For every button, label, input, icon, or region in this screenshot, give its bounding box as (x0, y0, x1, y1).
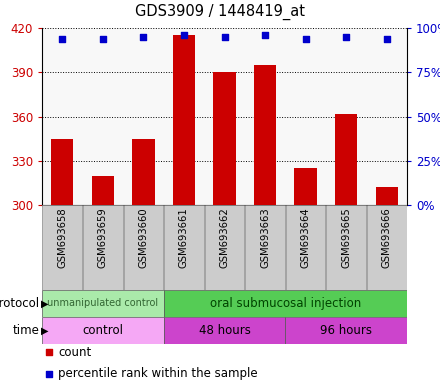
Text: unmanipulated control: unmanipulated control (47, 298, 158, 308)
Bar (326, 205, 366, 290)
Bar (92, 175, 114, 205)
Bar (164, 205, 204, 290)
Point (140, 34, 147, 40)
Bar (367, 205, 407, 290)
Point (383, 36, 390, 42)
Point (221, 34, 228, 40)
Text: percentile rank within the sample: percentile rank within the sample (59, 367, 258, 380)
Point (99, 36, 106, 42)
Bar (164, 290, 407, 317)
Text: GSM693661: GSM693661 (179, 207, 189, 268)
Bar (245, 205, 285, 290)
Text: time: time (13, 324, 40, 337)
Point (343, 34, 350, 40)
Bar (286, 205, 326, 290)
Bar (294, 168, 317, 205)
Point (180, 32, 187, 38)
Text: count: count (59, 346, 92, 359)
Text: ▶: ▶ (41, 298, 48, 308)
Text: GDS3909 / 1448419_at: GDS3909 / 1448419_at (135, 4, 305, 20)
Bar (42, 205, 82, 290)
Text: GSM693663: GSM693663 (260, 207, 270, 268)
Text: GSM693659: GSM693659 (98, 207, 108, 268)
Point (281, 91, 288, 97)
Bar (213, 72, 236, 205)
Point (261, 32, 268, 38)
Text: GSM693662: GSM693662 (220, 207, 230, 268)
Bar (335, 114, 357, 205)
Point (281, 284, 288, 290)
Text: GSM693664: GSM693664 (301, 207, 311, 268)
Point (59, 36, 66, 42)
Bar (285, 317, 407, 344)
Bar (42, 317, 164, 344)
Bar (164, 317, 285, 344)
Text: oral submucosal injection: oral submucosal injection (210, 297, 361, 310)
Text: ▶: ▶ (41, 326, 48, 336)
Bar (205, 205, 244, 290)
Bar (173, 35, 195, 205)
Bar (132, 139, 154, 205)
Text: GSM693658: GSM693658 (57, 207, 67, 268)
Bar (42, 290, 164, 317)
Bar (376, 187, 398, 205)
Point (302, 36, 309, 42)
Bar (83, 205, 123, 290)
Bar (51, 139, 73, 205)
Bar (254, 65, 276, 205)
Text: control: control (82, 324, 123, 337)
Text: GSM693660: GSM693660 (139, 207, 148, 268)
Text: 96 hours: 96 hours (320, 324, 372, 337)
Bar (124, 205, 163, 290)
Text: protocol: protocol (0, 297, 40, 310)
Text: 48 hours: 48 hours (198, 324, 250, 337)
Text: GSM693666: GSM693666 (382, 207, 392, 268)
Text: GSM693665: GSM693665 (341, 207, 351, 268)
